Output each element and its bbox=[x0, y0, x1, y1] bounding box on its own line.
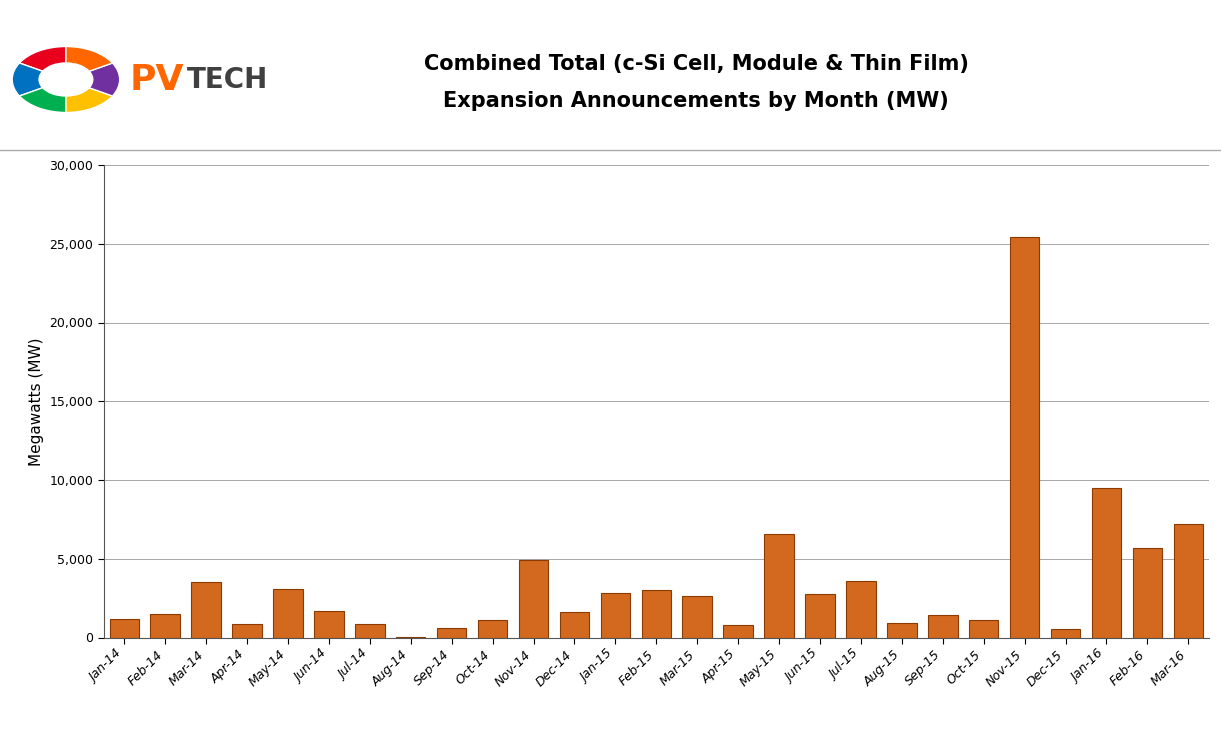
Bar bbox=[723, 625, 753, 638]
Bar bbox=[928, 616, 957, 638]
Bar bbox=[969, 620, 999, 638]
Bar bbox=[1010, 238, 1039, 638]
Bar bbox=[1092, 488, 1121, 638]
Y-axis label: Megawatts (MW): Megawatts (MW) bbox=[29, 337, 44, 466]
Bar bbox=[888, 622, 917, 638]
Bar bbox=[1051, 628, 1081, 638]
Bar bbox=[519, 560, 548, 638]
Bar bbox=[232, 624, 261, 638]
Bar bbox=[1133, 548, 1162, 638]
Wedge shape bbox=[89, 63, 120, 96]
Wedge shape bbox=[20, 88, 66, 112]
Bar bbox=[683, 596, 712, 638]
Bar bbox=[314, 610, 343, 638]
Bar bbox=[150, 614, 179, 638]
Text: Combined Total (c-Si Cell, Module & Thin Film): Combined Total (c-Si Cell, Module & Thin… bbox=[424, 54, 968, 74]
Bar bbox=[437, 628, 466, 638]
Bar bbox=[355, 624, 385, 638]
Wedge shape bbox=[12, 63, 43, 96]
Wedge shape bbox=[66, 46, 112, 71]
Bar bbox=[192, 582, 221, 638]
Bar bbox=[396, 637, 425, 638]
Bar bbox=[806, 594, 835, 638]
Bar bbox=[601, 593, 630, 638]
Bar bbox=[764, 533, 794, 638]
Bar bbox=[1173, 524, 1203, 638]
Bar bbox=[110, 619, 139, 638]
Bar bbox=[274, 589, 303, 638]
Bar bbox=[641, 590, 672, 638]
Text: Expansion Announcements by Month (MW): Expansion Announcements by Month (MW) bbox=[443, 92, 949, 111]
Bar bbox=[477, 620, 507, 638]
Text: TECH: TECH bbox=[187, 65, 269, 94]
Bar bbox=[559, 612, 590, 638]
Bar bbox=[846, 580, 875, 638]
Wedge shape bbox=[66, 88, 112, 112]
Text: PV: PV bbox=[129, 62, 184, 97]
Wedge shape bbox=[20, 46, 66, 71]
